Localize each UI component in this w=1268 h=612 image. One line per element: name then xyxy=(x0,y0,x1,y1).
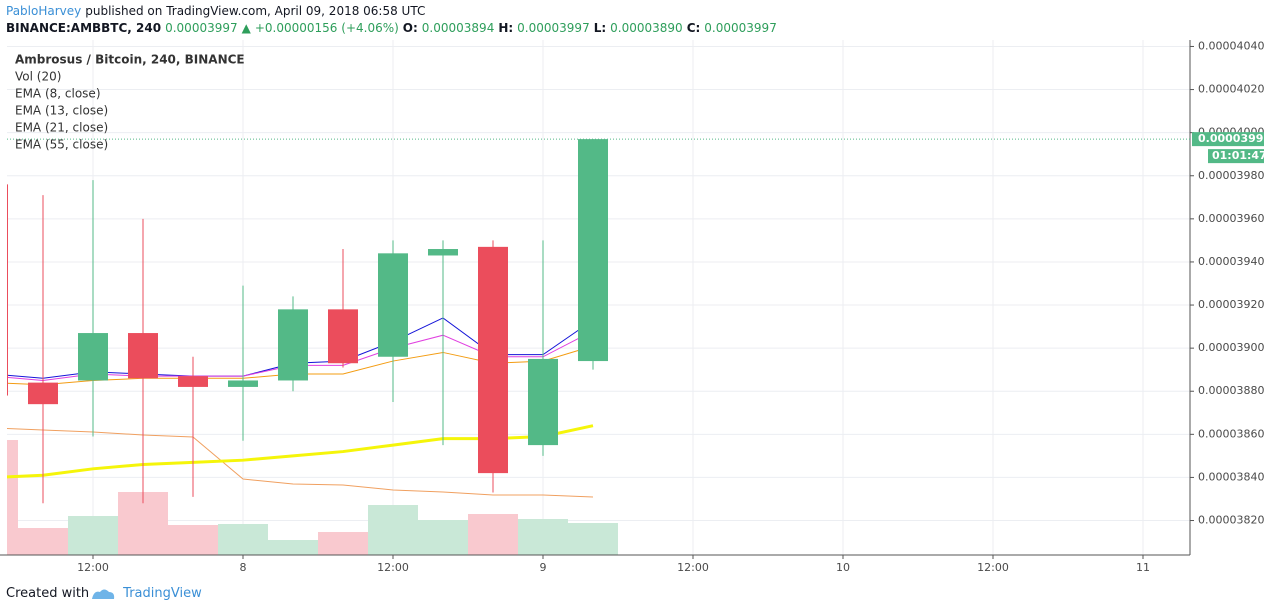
candle-body xyxy=(528,358,558,446)
legend-entry: EMA (8, close) xyxy=(15,87,101,101)
x-tick-label: 12:00 xyxy=(377,561,409,574)
candle-body xyxy=(478,246,508,474)
volume-bar xyxy=(268,540,318,555)
symbol: BINANCE:AMBBTC, 240 xyxy=(6,21,162,35)
candle-body xyxy=(128,333,158,379)
x-tick-label: 10 xyxy=(836,561,850,574)
legend-entry: EMA (21, close) xyxy=(15,121,108,135)
price-tag-label: 0.00003997 xyxy=(1198,132,1268,145)
created: Created with xyxy=(6,586,90,601)
candle-body xyxy=(7,184,8,396)
x-tick-label: 12:00 xyxy=(677,561,709,574)
volume-bar xyxy=(468,514,518,555)
volume-bar xyxy=(168,525,218,555)
volume-bar xyxy=(368,505,418,555)
l-label: L: xyxy=(593,21,607,35)
y-tick-label: 0.00003980 xyxy=(1198,169,1264,182)
candles xyxy=(7,139,608,504)
candle-body xyxy=(578,139,608,362)
price-tag xyxy=(1192,132,1264,147)
chart: 0.000040400.000040200.000040000.00003980… xyxy=(0,39,1268,574)
candle-body xyxy=(278,309,308,381)
footer: Created with TradingView xyxy=(6,586,202,601)
y-tick-label: 0.00004020 xyxy=(1198,83,1264,96)
candle-body xyxy=(178,376,208,387)
x-tick-label: 9 xyxy=(540,561,547,574)
countdown-label: 01:01:47 xyxy=(1212,149,1267,162)
volume-bar xyxy=(418,520,468,555)
candle-body xyxy=(78,333,108,381)
brand[interactable]: TradingView xyxy=(123,586,202,601)
c-label: C: xyxy=(686,21,701,35)
author[interactable]: PabloHarvey xyxy=(6,4,82,18)
volume-bar xyxy=(518,519,568,555)
published: published on TradingView.com, April 09, … xyxy=(85,4,426,18)
h: 0.00003997 xyxy=(517,21,590,35)
o-label: O: xyxy=(402,21,418,35)
legend-title: Ambrosus / Bitcoin, 240, BINANCE xyxy=(15,53,245,67)
candle-body xyxy=(228,380,258,387)
x-tick-label: 11 xyxy=(1136,561,1150,574)
change: +0.00000156 (+4.06%) xyxy=(254,21,399,35)
candle-body xyxy=(28,382,58,405)
y-tick-label: 0.00003920 xyxy=(1198,298,1264,311)
y-tick-label: 0.00003960 xyxy=(1198,212,1264,225)
x-tick-label: 12:00 xyxy=(77,561,109,574)
l: 0.00003890 xyxy=(610,21,683,35)
x-tick-label: 8 xyxy=(240,561,247,574)
h-label: H: xyxy=(498,21,514,35)
symbol-line: BINANCE:AMBBTC, 240 0.00003997 ▲ +0.0000015… xyxy=(6,21,781,35)
legend-entry: EMA (13, close) xyxy=(15,104,108,118)
grid xyxy=(7,40,1190,555)
countdown-tag xyxy=(1208,149,1264,164)
volume-bar xyxy=(318,532,368,555)
y-tick-label: 0.00003940 xyxy=(1198,255,1264,268)
last: 0.00003997 xyxy=(165,21,238,35)
c: 0.00003997 xyxy=(704,21,777,35)
axes: 0.000040400.000040200.000040000.00003980… xyxy=(0,39,1268,574)
y-tick-label: 0.00004040 xyxy=(1198,39,1264,52)
candle-body xyxy=(428,249,458,256)
y-tick-label: 0.00003820 xyxy=(1198,514,1264,527)
volume-bar xyxy=(7,440,18,555)
candle-body xyxy=(378,253,408,357)
volume-bar xyxy=(568,523,618,555)
tv-logo xyxy=(92,589,115,599)
legend-volume: Vol (20) xyxy=(15,70,61,84)
x-tick-label: 12:00 xyxy=(977,561,1009,574)
y-tick-label: 0.00003900 xyxy=(1198,341,1264,354)
o: 0.00003894 xyxy=(421,21,495,35)
y-tick-label: 0.00003860 xyxy=(1198,427,1264,440)
volume-bar xyxy=(68,516,118,555)
legend-entry: EMA (55, close) xyxy=(15,138,108,152)
y-tick-label: 0.00003840 xyxy=(1198,470,1264,483)
volume-bar xyxy=(218,524,268,555)
publish-line: PabloHarvey published on TradingView.com,… xyxy=(6,4,429,18)
arrow: ▲ xyxy=(241,21,251,35)
y-tick-label: 0.00003880 xyxy=(1198,384,1264,397)
volume-bar xyxy=(18,528,68,555)
candle-body xyxy=(328,309,358,364)
